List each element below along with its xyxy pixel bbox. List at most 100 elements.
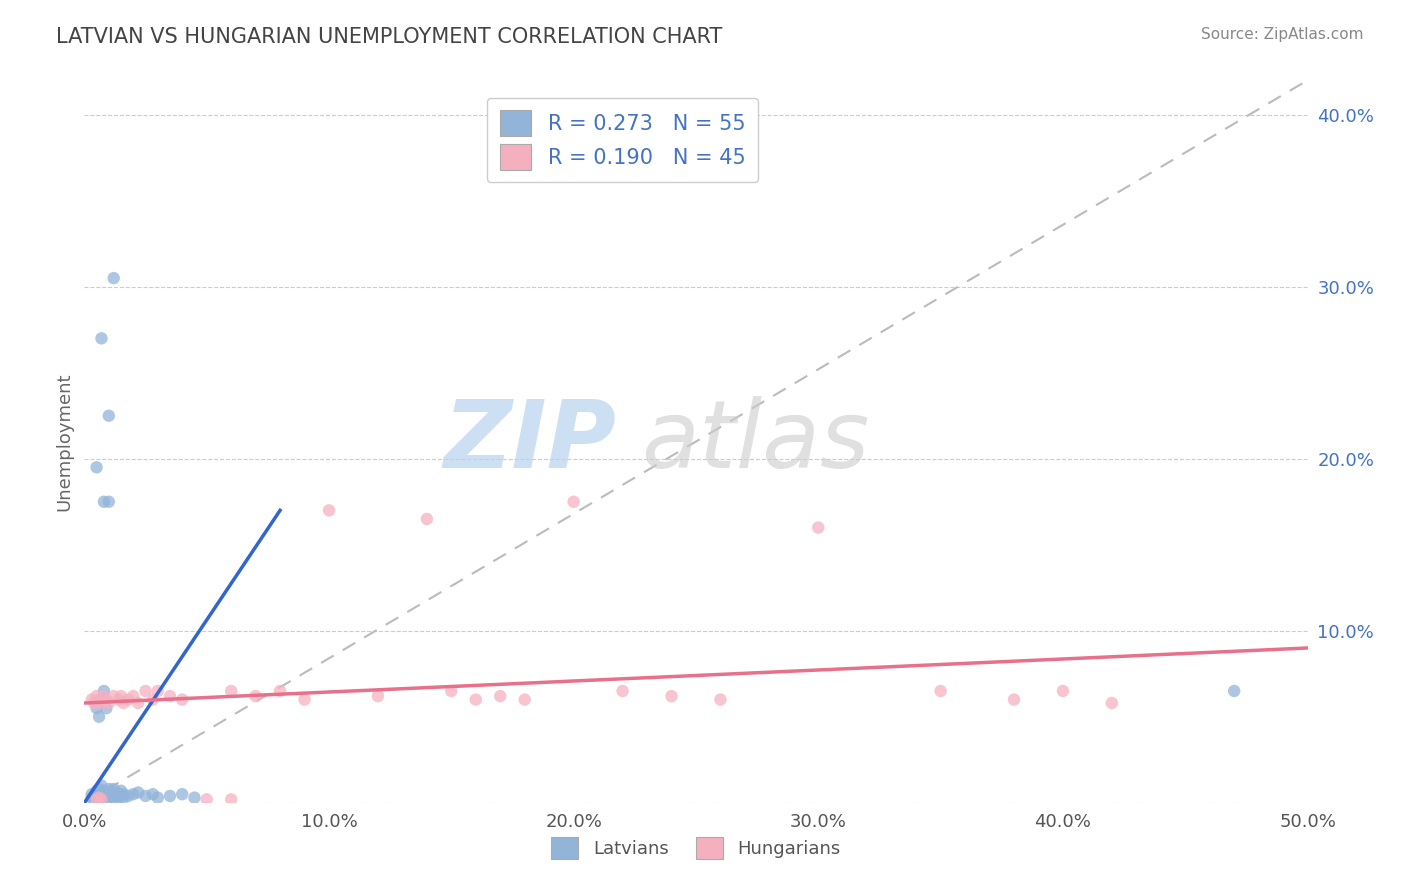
Point <box>87 692 110 706</box>
Point <box>269 684 291 698</box>
Point <box>127 785 149 799</box>
Point <box>159 789 181 803</box>
Point <box>661 689 683 703</box>
Point <box>103 787 125 801</box>
Point <box>318 503 340 517</box>
Point <box>1052 684 1074 698</box>
Point <box>146 684 169 698</box>
Point <box>93 787 115 801</box>
Point <box>87 790 110 805</box>
Point <box>1223 684 1246 698</box>
Point <box>103 689 125 703</box>
Point <box>97 782 120 797</box>
Point <box>110 789 132 803</box>
Point <box>562 494 585 508</box>
Y-axis label: Unemployment: Unemployment <box>55 372 73 511</box>
Point <box>440 684 463 698</box>
Point <box>195 792 218 806</box>
Point <box>107 790 129 805</box>
Text: atlas: atlas <box>641 396 869 487</box>
Point <box>80 790 103 805</box>
Point <box>807 520 830 534</box>
Point <box>87 787 110 801</box>
Point <box>93 494 115 508</box>
Point <box>90 692 112 706</box>
Point <box>103 271 125 285</box>
Point <box>172 692 194 706</box>
Point <box>142 787 165 801</box>
Point <box>86 790 108 805</box>
Text: LATVIAN VS HUNGARIAN UNEMPLOYMENT CORRELATION CHART: LATVIAN VS HUNGARIAN UNEMPLOYMENT CORREL… <box>56 27 723 46</box>
Point <box>86 792 108 806</box>
Text: Source: ZipAtlas.com: Source: ZipAtlas.com <box>1201 27 1364 42</box>
Point <box>86 689 108 703</box>
Point <box>107 692 129 706</box>
Point <box>110 689 132 703</box>
Point <box>103 782 125 797</box>
Point <box>93 784 115 798</box>
Point <box>86 784 108 798</box>
Point <box>219 792 242 806</box>
Legend: Latvians, Hungarians: Latvians, Hungarians <box>544 830 848 866</box>
Point <box>709 692 731 706</box>
Point <box>112 790 135 805</box>
Point <box>122 689 145 703</box>
Point <box>97 696 120 710</box>
Point <box>93 689 115 703</box>
Point <box>86 460 108 475</box>
Text: ZIP: ZIP <box>443 395 616 488</box>
Point <box>90 779 112 793</box>
Point <box>96 785 118 799</box>
Point <box>294 692 316 706</box>
Point <box>86 701 108 715</box>
Point <box>107 787 129 801</box>
Point <box>367 689 389 703</box>
Point <box>80 692 103 706</box>
Point <box>87 710 110 724</box>
Point <box>97 494 120 508</box>
Point <box>183 790 205 805</box>
Point <box>135 789 157 803</box>
Point <box>122 787 145 801</box>
Point <box>87 790 110 805</box>
Point <box>87 782 110 797</box>
Point <box>93 684 115 698</box>
Point <box>90 792 112 806</box>
Point <box>1002 692 1025 706</box>
Point <box>110 784 132 798</box>
Point <box>159 689 181 703</box>
Point <box>245 689 267 703</box>
Point <box>83 696 105 710</box>
Point <box>112 696 135 710</box>
Point <box>117 692 139 706</box>
Point <box>96 692 118 706</box>
Point <box>146 790 169 805</box>
Point <box>90 789 112 803</box>
Point <box>219 684 242 698</box>
Point <box>83 792 105 806</box>
Point <box>96 701 118 715</box>
Point <box>100 785 122 799</box>
Point <box>80 787 103 801</box>
Point <box>86 787 108 801</box>
Point <box>90 696 112 710</box>
Point <box>100 789 122 803</box>
Point <box>416 512 439 526</box>
Point <box>83 789 105 803</box>
Point <box>112 787 135 801</box>
Point <box>464 692 486 706</box>
Point <box>489 689 512 703</box>
Point <box>172 787 194 801</box>
Point <box>97 787 120 801</box>
Point <box>513 692 536 706</box>
Point <box>93 790 115 805</box>
Point <box>127 696 149 710</box>
Point <box>96 789 118 803</box>
Point <box>117 789 139 803</box>
Point <box>929 684 952 698</box>
Point <box>97 409 120 423</box>
Point <box>103 790 125 805</box>
Point <box>90 785 112 799</box>
Point <box>90 331 112 345</box>
Point <box>97 790 120 805</box>
